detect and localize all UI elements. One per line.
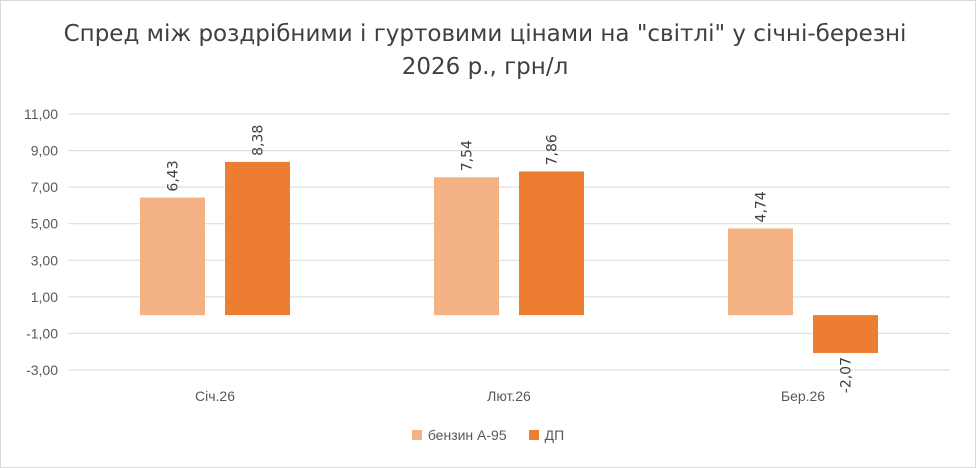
y-tick-label: -3,00 xyxy=(26,362,58,378)
y-tick-label: 11,00 xyxy=(24,106,58,122)
legend-entry: ДП xyxy=(528,427,565,443)
bar xyxy=(519,171,584,316)
bar xyxy=(813,315,878,353)
y-tick-label: 7,00 xyxy=(31,179,58,195)
legend-label: ДП xyxy=(544,427,565,443)
data-label: 4,74 xyxy=(754,191,770,222)
y-tick-label: -1,00 xyxy=(26,325,58,341)
data-label: -2,07 xyxy=(839,357,855,393)
x-category-label: Січ.26 xyxy=(195,388,235,404)
y-tick-label: 3,00 xyxy=(31,252,58,268)
legend-swatch xyxy=(528,430,539,440)
legend-swatch xyxy=(411,430,422,440)
bar xyxy=(434,177,499,316)
bar xyxy=(728,228,793,316)
data-label: 7,86 xyxy=(545,134,561,165)
data-label: 8,38 xyxy=(251,125,267,156)
y-tick-label: 1,00 xyxy=(31,289,58,305)
chart-title: Спред між роздрібними і гуртовими цінами… xyxy=(63,21,907,80)
legend-label: бензин А-95 xyxy=(427,427,507,443)
x-category-label: Бер.26 xyxy=(781,388,825,404)
bar xyxy=(225,161,290,316)
data-label: 7,54 xyxy=(460,140,476,171)
bar xyxy=(140,197,205,316)
y-tick-label: 5,00 xyxy=(31,216,58,232)
x-category-label: Лют.26 xyxy=(487,388,531,404)
data-label: 6,43 xyxy=(166,160,182,191)
y-tick-label: 9,00 xyxy=(31,143,58,159)
legend: бензин А-95 ДП xyxy=(0,427,976,443)
legend-entry: бензин А-95 xyxy=(411,427,507,443)
